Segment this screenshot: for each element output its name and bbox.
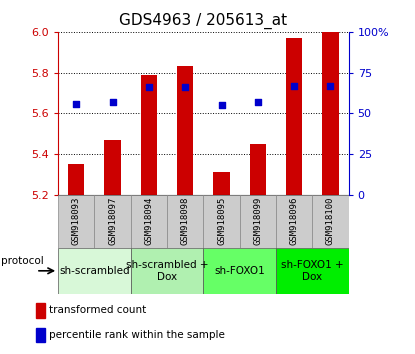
Point bbox=[218, 102, 225, 108]
Bar bbox=[213, 172, 229, 195]
Text: transformed count: transformed count bbox=[49, 305, 146, 315]
Bar bbox=[105, 140, 121, 195]
Bar bbox=[36, 303, 45, 318]
Bar bbox=[240, 195, 276, 248]
Bar bbox=[58, 248, 131, 294]
Text: protocol: protocol bbox=[1, 256, 44, 266]
Title: GDS4963 / 205613_at: GDS4963 / 205613_at bbox=[119, 13, 288, 29]
Text: sh-scrambled: sh-scrambled bbox=[59, 266, 130, 276]
Bar bbox=[177, 67, 193, 195]
Text: GSM918096: GSM918096 bbox=[290, 197, 299, 245]
Point bbox=[291, 83, 298, 88]
Text: sh-FOXO1: sh-FOXO1 bbox=[214, 266, 265, 276]
Bar bbox=[312, 195, 349, 248]
Text: GSM918100: GSM918100 bbox=[326, 197, 335, 245]
Bar bbox=[131, 195, 167, 248]
Bar bbox=[131, 248, 203, 294]
Bar bbox=[203, 248, 276, 294]
Text: sh-scrambled +
Dox: sh-scrambled + Dox bbox=[126, 260, 208, 282]
Bar bbox=[322, 32, 339, 195]
Text: GSM918097: GSM918097 bbox=[108, 197, 117, 245]
Bar bbox=[36, 328, 45, 343]
Point bbox=[327, 83, 334, 88]
Bar bbox=[276, 195, 312, 248]
Text: GSM918099: GSM918099 bbox=[253, 197, 262, 245]
Bar bbox=[58, 195, 95, 248]
Point bbox=[182, 84, 188, 90]
Bar bbox=[141, 75, 157, 195]
Bar bbox=[203, 195, 240, 248]
Bar bbox=[276, 248, 349, 294]
Point bbox=[146, 84, 152, 90]
Bar bbox=[68, 164, 84, 195]
Text: GSM918098: GSM918098 bbox=[181, 197, 190, 245]
Text: GSM918094: GSM918094 bbox=[144, 197, 154, 245]
Text: GSM918093: GSM918093 bbox=[72, 197, 81, 245]
Bar bbox=[286, 38, 302, 195]
Point bbox=[109, 99, 116, 105]
Bar bbox=[167, 195, 203, 248]
Text: percentile rank within the sample: percentile rank within the sample bbox=[49, 330, 225, 340]
Point bbox=[73, 101, 80, 106]
Bar bbox=[95, 195, 131, 248]
Text: GSM918095: GSM918095 bbox=[217, 197, 226, 245]
Bar bbox=[250, 144, 266, 195]
Text: sh-FOXO1 +
Dox: sh-FOXO1 + Dox bbox=[281, 260, 344, 282]
Point bbox=[254, 99, 261, 105]
